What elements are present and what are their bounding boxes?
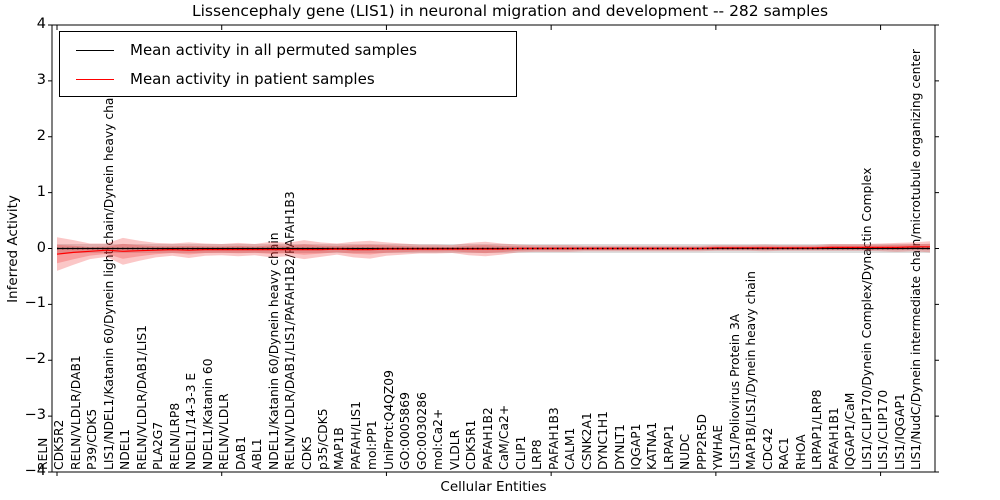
- x-tick-label: PPP2R5D: [694, 414, 709, 470]
- y-tick-label: 3: [36, 71, 46, 88]
- x-tick-label: NDEL1: [118, 428, 133, 470]
- x-tick-label: RELN/VLDLR/DAB1/LIS1/PAFAH1B2/PAFAH1B3: [283, 191, 298, 470]
- x-tick-label: NDEL1/Katanin 60/Dynein heavy chain: [266, 232, 281, 470]
- x-tick-label: PAFAH1B3: [546, 407, 561, 470]
- x-tick-label: PAFAH/LIS1: [348, 401, 363, 470]
- x-tick-label: LRPAP1/LRP8: [810, 389, 825, 470]
- x-tick-label: YWHAE: [711, 424, 726, 470]
- x-axis-label: Cellular Entities: [440, 479, 547, 495]
- x-tick-label: KATNA1: [645, 421, 660, 470]
- x-tick-label: CDK5R2: [52, 419, 67, 470]
- x-tick-label: mol:Ca2+: [431, 408, 446, 470]
- x-tick-label: LIS1/IQGAP1: [892, 393, 907, 470]
- y-tick-label: 4: [36, 16, 46, 32]
- x-tick-label: P39/CDK5: [85, 408, 100, 470]
- x-tick-label: LIS1/NudC/Dynein intermediate chain/micr…: [909, 49, 923, 470]
- legend-box: Mean activity in all permuted samples Me…: [59, 31, 517, 97]
- patient-band-inner: [57, 243, 930, 264]
- x-tick-label: PLA2G7: [151, 421, 166, 470]
- permuted-line-swatch: [76, 49, 114, 51]
- x-tick-label: RELN/VLDLR: [217, 393, 232, 470]
- y-tick-label: −2: [24, 351, 46, 368]
- x-tick-label: RAC1: [777, 437, 792, 470]
- x-tick-label: PAFAH1B2: [480, 407, 495, 470]
- patient-band-outer: [57, 237, 930, 271]
- y-tick-label: −3: [24, 407, 46, 424]
- x-tick-label: NUDC: [678, 433, 693, 470]
- x-tick-label: mol:PP1: [365, 420, 380, 470]
- x-tick-label: LRP8: [530, 439, 545, 470]
- x-tick-label: PAFAH1B1: [826, 407, 841, 470]
- x-tick-label: LIS1/Poliovirus Protein 3A: [727, 313, 742, 470]
- x-tick-label: RELN/VLDLR/DAB1/LIS1: [134, 325, 149, 470]
- x-tick-label: UniProt:Q4QZ09: [381, 370, 396, 470]
- x-tick-label: RHOA: [793, 434, 808, 470]
- x-tick-label: DAB1: [233, 436, 248, 470]
- x-tick-label: DYNC1H1: [596, 411, 611, 470]
- legend-item-permuted: Mean activity in all permuted samples: [60, 35, 417, 65]
- x-tick-label: p35/CDK5: [316, 408, 331, 470]
- x-tick-label: GO:0030286: [414, 392, 429, 470]
- patient-mean-line: [56, 246, 930, 255]
- x-tick-label: LIS1/NDEL1/Katanin 60/Dynein light chain…: [101, 86, 116, 470]
- x-tick-label: IQGAP1: [628, 423, 643, 471]
- x-tick-label: CDK5R1: [464, 419, 479, 470]
- x-tick-label: RELN/VLDLR/DAB1: [68, 355, 83, 470]
- x-tick-label: CaM/Ca2+: [497, 404, 512, 470]
- legend-item-patient: Mean activity in patient samples: [60, 64, 375, 94]
- x-tick-label: LIS1/CLIP170/Dynein Complex/Dynactin Com…: [859, 167, 874, 470]
- y-tick-label: 1: [36, 183, 46, 200]
- x-tick-label: LRPAP1: [661, 424, 676, 470]
- y-tick-label: 0: [36, 239, 46, 256]
- chart-title: Lissencephaly gene (LIS1) in neuronal mi…: [191, 2, 829, 20]
- x-tick-label: DYNLT1: [612, 424, 627, 470]
- x-tick-label: CALM1: [563, 427, 578, 470]
- x-tick-label: NDEL1/Katanin 60: [200, 358, 215, 470]
- x-tick-label: CDC42: [760, 427, 775, 470]
- y-tick-label: 2: [36, 127, 46, 144]
- x-tick-label: ABL1: [250, 438, 265, 470]
- x-tick-label: CLIP1: [513, 435, 528, 470]
- x-tick-label: VLDLR: [447, 429, 462, 470]
- x-tick-label: CSNK2A1: [579, 412, 594, 470]
- patient-line-swatch: [76, 78, 114, 80]
- x-tick-label: NDEL1/14-3-3 E: [184, 372, 199, 470]
- y-tick-label: −1: [24, 295, 46, 312]
- x-tick-label: MAP1B/LIS1/Dynein heavy chain: [744, 271, 759, 470]
- permuted-band: [57, 244, 930, 253]
- x-tick-label: MAP1B: [332, 427, 347, 470]
- legend-label-permuted: Mean activity in all permuted samples: [130, 41, 417, 59]
- x-tick-label: RELN/LRP8: [167, 402, 182, 470]
- y-tick-label: −4: [24, 463, 46, 479]
- x-tick-label: CDK5: [299, 436, 314, 470]
- x-tick-label: GO:0005869: [398, 392, 413, 470]
- x-tick-label: IQGAP1/CaM: [843, 392, 858, 470]
- x-tick-label: LIS1/CLIP170: [876, 389, 891, 470]
- legend-label-patient: Mean activity in patient samples: [130, 70, 375, 88]
